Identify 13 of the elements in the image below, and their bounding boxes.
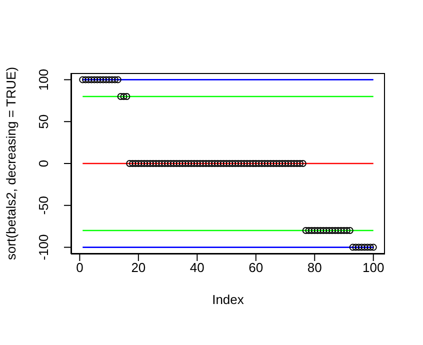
x-tick-label: 100 — [362, 260, 384, 276]
y-tick-label: 100 — [36, 68, 51, 91]
x-axis-title: Index — [212, 292, 244, 307]
x-tick-label: 20 — [131, 260, 146, 276]
y-tick-label: 50 — [36, 114, 51, 129]
y-tick-label: 0 — [36, 160, 51, 168]
x-tick-label: 0 — [76, 260, 84, 276]
x-tick-label: 60 — [248, 260, 264, 276]
y-axis-title: sort(betals2, decreasing = TRUE) — [4, 66, 19, 260]
y-tick-label: -50 — [36, 196, 51, 215]
y-tick-label: -100 — [36, 234, 51, 260]
x-tick-label: 40 — [190, 260, 204, 276]
x-tick-label: 80 — [307, 260, 322, 276]
